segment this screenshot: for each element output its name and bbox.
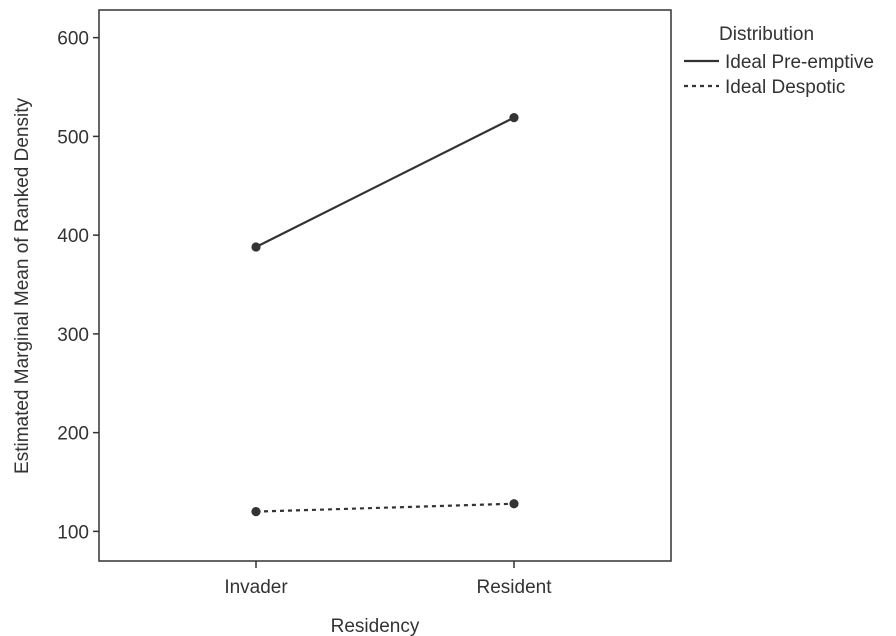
legend-item: Ideal Despotic	[684, 77, 845, 98]
y-tick-label: 200	[57, 424, 89, 445]
series-layer	[251, 113, 519, 517]
y-axis: 100 200 300 400 500 600	[57, 29, 99, 543]
y-tick-label: 400	[57, 226, 89, 247]
x-axis-title: Residency	[331, 616, 420, 636]
y-tick-label: 500	[57, 127, 89, 148]
series-line	[255, 502, 515, 513]
data-point	[509, 113, 519, 123]
series-group	[251, 113, 519, 252]
legend-label: Ideal Despotic	[725, 77, 845, 98]
legend-title: Distribution	[719, 24, 814, 45]
legend-items: Ideal Pre-emptive Ideal Despotic	[684, 52, 874, 98]
y-axis-title: Estimated Marginal Mean of Ranked Densit…	[12, 98, 33, 474]
legend-label: Ideal Pre-emptive	[725, 52, 874, 73]
series-group	[251, 499, 519, 517]
y-tick-label: 100	[57, 522, 89, 543]
series-line	[255, 116, 515, 248]
data-point	[251, 507, 261, 517]
data-point	[509, 499, 519, 509]
y-tick-label: 300	[57, 325, 89, 346]
data-point	[251, 242, 261, 252]
y-tick-label: 600	[57, 29, 89, 50]
x-tick-label: Resident	[477, 577, 553, 598]
legend: Distribution Ideal Pre-emptive Ideal Desp…	[684, 24, 874, 98]
plot-frame	[98, 9, 672, 562]
x-axis: Invader Resident	[224, 561, 552, 598]
x-tick-label: Invader	[224, 577, 288, 598]
legend-item: Ideal Pre-emptive	[684, 52, 874, 73]
